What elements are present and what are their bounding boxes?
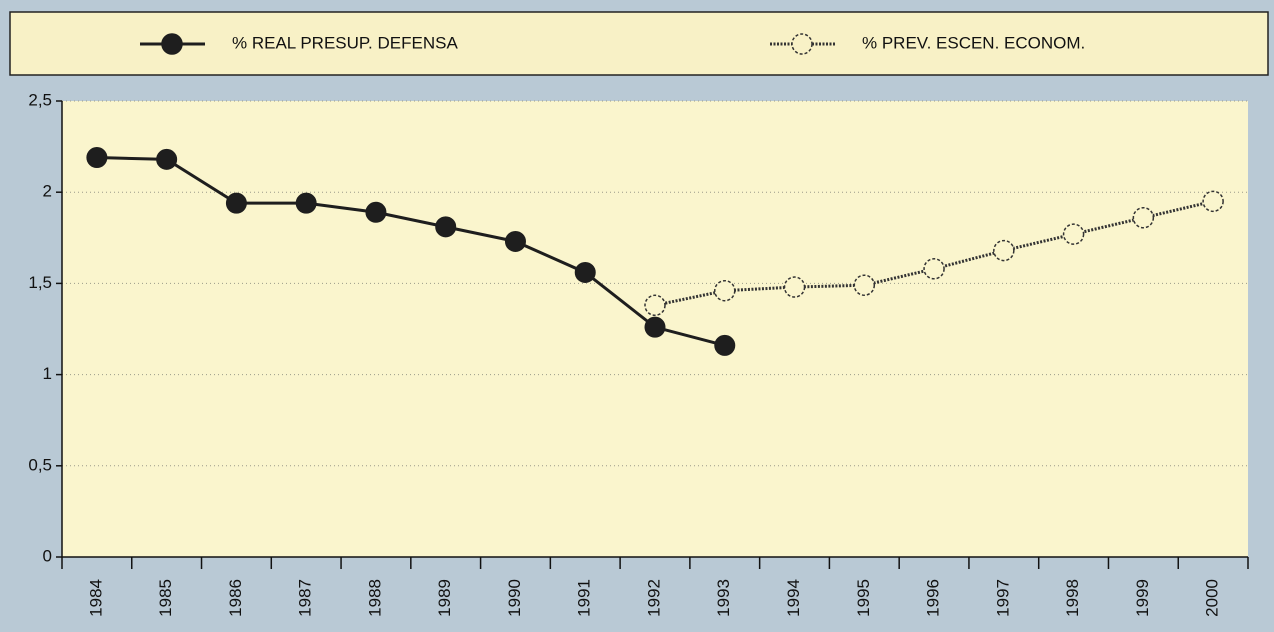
y-tick-label: 1,5 — [28, 273, 52, 292]
y-tick-label: 1 — [43, 364, 52, 383]
x-tick-label: 1994 — [784, 579, 803, 617]
y-tick-label: 2,5 — [28, 90, 52, 109]
x-tick-label: 1993 — [714, 579, 733, 617]
data-point — [295, 192, 317, 214]
x-tick-label: 1992 — [644, 579, 663, 617]
x-tick-label: 1995 — [854, 579, 873, 617]
series-line — [654, 199, 1214, 307]
x-tick-label: 1986 — [226, 579, 245, 617]
legend-label: % PREV. ESCEN. ECONOM. — [862, 33, 1085, 52]
data-point — [853, 274, 876, 296]
x-tick-label: 1997 — [993, 579, 1012, 617]
x-tick-label: 1996 — [924, 579, 943, 617]
y-tick-label: 0 — [43, 546, 52, 565]
data-point — [644, 316, 666, 338]
data-point — [923, 258, 945, 280]
data-point — [714, 279, 736, 302]
data-point — [504, 230, 526, 252]
data-point — [1062, 223, 1085, 245]
x-tick-label: 2000 — [1203, 579, 1222, 617]
data-point — [783, 276, 806, 298]
x-tick-label: 1988 — [365, 579, 384, 617]
x-tick-label: 1987 — [296, 579, 315, 617]
data-point — [993, 239, 1015, 262]
data-point — [156, 148, 178, 170]
y-tick-label: 2 — [43, 182, 52, 201]
legend-marker — [791, 33, 813, 55]
x-tick-label: 1984 — [86, 579, 105, 617]
data-point — [1202, 190, 1224, 213]
data-point — [365, 201, 387, 223]
x-tick-label: 1989 — [435, 579, 454, 617]
data-point — [435, 216, 457, 238]
y-tick-label: 0,5 — [28, 455, 52, 474]
data-point — [1132, 206, 1155, 229]
series-line — [96, 156, 726, 347]
x-tick-label: 1991 — [575, 579, 594, 617]
legend-marker — [161, 33, 183, 55]
x-tick-label: 1998 — [1063, 579, 1082, 617]
data-point — [86, 147, 108, 169]
legend-label: % REAL PRESUP. DEFENSA — [232, 33, 458, 52]
legend-box — [9, 11, 1269, 76]
x-tick-label: 1985 — [156, 579, 175, 617]
data-point — [714, 334, 736, 356]
data-point — [574, 261, 596, 283]
data-point — [644, 294, 666, 317]
data-point — [225, 192, 247, 214]
x-tick-label: 1990 — [505, 579, 524, 617]
x-tick-label: 1999 — [1133, 579, 1152, 617]
